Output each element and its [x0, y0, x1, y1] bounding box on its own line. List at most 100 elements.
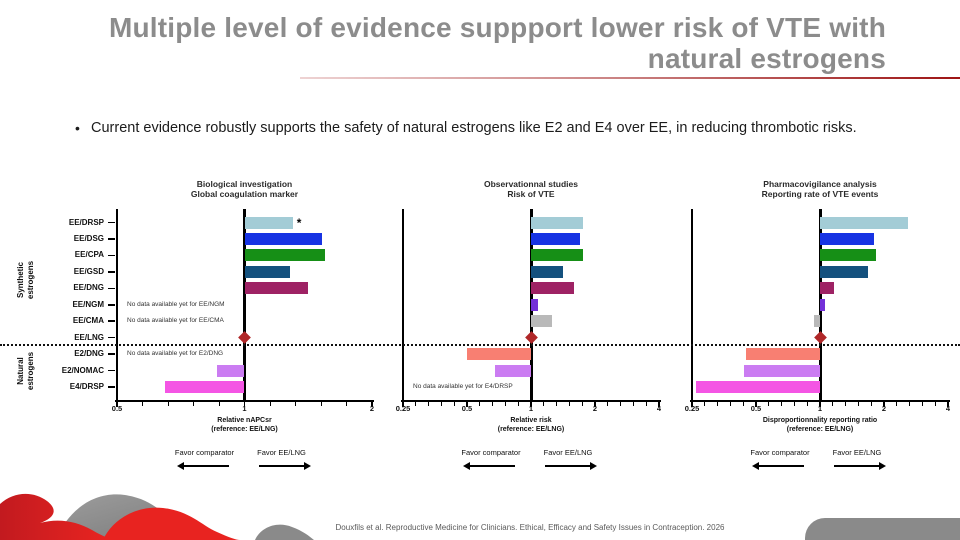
red-wave-left-shape [0, 493, 118, 540]
x-axis-label: Relative nAPCsr [217, 417, 272, 424]
axis-tick [440, 402, 442, 406]
chart-title: Risk of VTE [507, 189, 555, 199]
axis-tick [793, 402, 795, 406]
axis-tick [543, 402, 545, 406]
favor-arrow-left-head [752, 462, 759, 470]
tick-label: 0.5 [461, 403, 473, 413]
bar-EE-NGM [531, 298, 539, 311]
bullet-marker: • [75, 120, 80, 136]
axis-tick [243, 402, 246, 407]
axis-tick [428, 402, 430, 406]
axis-tick [921, 402, 923, 406]
x-axis-label: Relative risk [510, 417, 552, 424]
axis-tick [947, 402, 949, 407]
y-axis-tick [108, 238, 115, 240]
favor-arrow-right-head [879, 462, 886, 470]
significance-star: * [296, 215, 302, 230]
bar-E2-NOMAC [744, 364, 820, 377]
axis-tick [371, 402, 373, 407]
reference-line [243, 209, 246, 400]
reference-diamond [813, 331, 827, 345]
title-underline [300, 77, 960, 79]
bar-EE-GSD [244, 265, 290, 278]
slide-title-line1: Multiple level of evidence suppport lowe… [108, 12, 886, 43]
x-axis [115, 400, 374, 402]
row-label-EE-GSD: EE/GSD [73, 266, 104, 276]
axis-tick [729, 402, 731, 406]
bar-EE-DNG [531, 282, 574, 295]
axis-tick [193, 402, 194, 406]
row-label-EE-CPA: EE/CPA [74, 250, 104, 260]
bar-EE-NGM [820, 298, 826, 311]
axis-tick [581, 402, 583, 406]
chart-title: Biological investigation [196, 179, 293, 189]
row-label-EE-DNG: EE/DNG [73, 283, 104, 293]
row-label-E2-NOMAC: E2/NOMAC [61, 365, 104, 375]
red-wave-right-shape [103, 507, 240, 540]
no-data-note: No data available yet for E4/DRSP [413, 383, 513, 390]
citation-footer: Douxfils et al. Reproductive Medicine fo… [335, 523, 725, 532]
slide-title: Multiple level of evidence suppport lowe… [80, 12, 886, 74]
row-label-EE-CMA: EE/CMA [72, 316, 104, 326]
favor-comparator-label: Favor comparator [461, 448, 521, 457]
bar-E4-DRSP [695, 381, 820, 393]
axis-tick [645, 402, 647, 406]
axis-tick [116, 402, 118, 407]
axis-tick [742, 402, 744, 406]
tick-label: 4 [656, 403, 662, 413]
bar-EE-CPA [244, 249, 326, 262]
bar-EE-DSG [244, 232, 322, 245]
bar-EE-DRSP [531, 216, 583, 229]
bar-E2-DNG [467, 348, 531, 361]
no-data-note: No data available yet for EE/CMA [127, 317, 224, 325]
axis-tick [755, 402, 757, 407]
y-axis [691, 209, 693, 400]
axis-tick [295, 402, 296, 406]
no-data-note: No data available yet for EE/NGM [127, 300, 225, 308]
favor-arrow-left [758, 465, 804, 467]
x-axis-label: (reference: EE/LNG) [211, 425, 278, 433]
y-axis-tick [108, 386, 115, 388]
x-axis-label: (reference: EE/LNG) [786, 425, 854, 433]
tick-label: 0.25 [395, 403, 411, 413]
y-axis-tick [108, 353, 115, 355]
axis-tick [896, 402, 898, 406]
axis-tick [845, 402, 847, 406]
axis-tick [218, 402, 220, 406]
y-axis-tick [108, 271, 115, 273]
bar-EE-GSD [531, 265, 563, 278]
favor-eelng-label: Favor EE/LNG [257, 448, 306, 457]
small-gray-blob-shape [255, 524, 314, 540]
tick-label: 0.5 [750, 403, 762, 413]
chart-title: Observationnal studies [484, 179, 578, 189]
tick-label: 1 [528, 403, 534, 413]
axis-tick [934, 402, 936, 406]
x-axis-label: (reference: EE/LNG) [497, 425, 565, 433]
axis-tick [466, 402, 468, 407]
axis-tick [479, 402, 481, 406]
axis-tick [607, 402, 609, 406]
favor-arrow-right [258, 465, 305, 467]
favor-eelng-label: Favor EE/LNG [543, 448, 593, 457]
axis-tick [517, 402, 519, 406]
no-data-note: No data available yet for E2/DNG [127, 350, 224, 358]
row-label-EE-DSG: EE/DSG [73, 233, 104, 243]
axis-tick [909, 402, 911, 406]
axis-tick [594, 402, 596, 407]
axis-tick [768, 402, 770, 406]
bar-EE-CMA [814, 315, 820, 328]
axis-tick [415, 402, 417, 406]
y-axis [402, 209, 404, 400]
x-axis-label: Disproportionnality reporting ratio [762, 417, 878, 424]
axis-tick [320, 402, 322, 406]
axis-tick [717, 402, 719, 406]
favor-arrow-left [469, 465, 515, 467]
chart-title: Reporting rate of VTE events [761, 189, 879, 199]
y-axis-tick [108, 369, 115, 372]
row-label-EE-NGM: EE/NGM [72, 299, 104, 309]
bar-EE-CMA [531, 315, 552, 328]
axis-tick [691, 402, 693, 407]
bar-E2-NOMAC [495, 364, 531, 377]
